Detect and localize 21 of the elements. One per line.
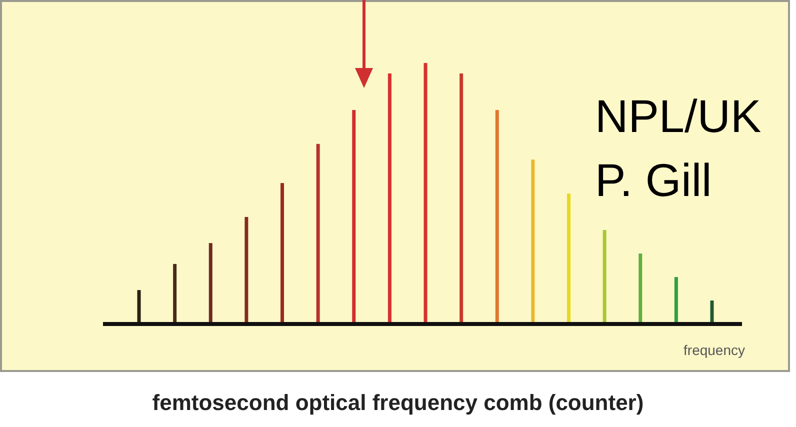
text: femtosecond optical frequency comb (counter) — [152, 390, 644, 415]
bar — [674, 277, 678, 324]
bar — [137, 290, 141, 324]
bar — [173, 264, 177, 324]
x-axis-title: frequency — [684, 342, 745, 358]
bar — [316, 144, 320, 324]
bar — [244, 216, 248, 324]
bar — [424, 63, 428, 324]
bar — [280, 183, 284, 324]
bar — [460, 73, 464, 324]
bar — [495, 110, 499, 324]
bar — [352, 110, 356, 324]
bar — [638, 254, 642, 324]
annotation: NPL/UK — [595, 90, 762, 142]
bar — [208, 243, 212, 324]
bar — [567, 194, 570, 324]
bar — [602, 230, 606, 324]
bar — [710, 300, 714, 324]
bar — [531, 160, 535, 324]
bar — [388, 73, 392, 324]
annotation: P. Gill — [595, 154, 712, 206]
